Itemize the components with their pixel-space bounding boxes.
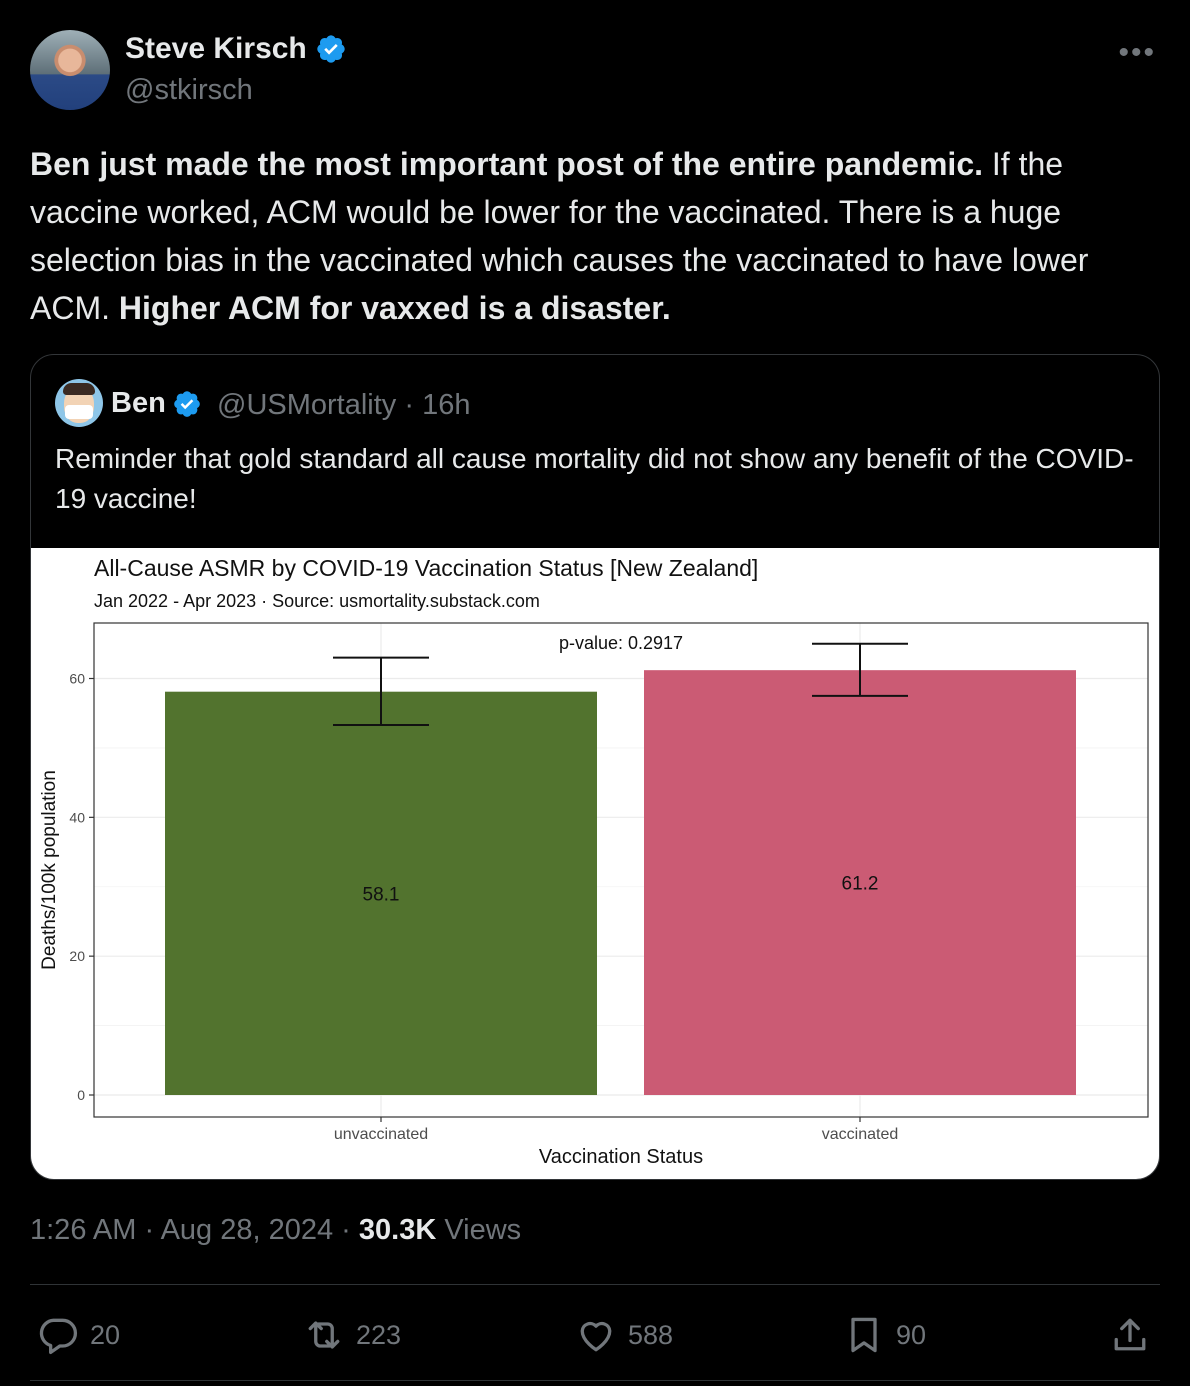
plot-panel	[93, 622, 1149, 1118]
tweet-bold-outro: Higher ACM for vaxxed is a disaster.	[118, 290, 671, 326]
tweet-bold-intro: Ben just made the most important post of…	[30, 146, 983, 182]
y-tick-label: 60	[69, 671, 85, 687]
reply-count: 20	[90, 1319, 121, 1350]
tweet-timestamp[interactable]: 1:26 AM · Aug 28, 2024 ·	[30, 1214, 359, 1246]
action-bar: 20 223 588 90	[30, 1305, 1160, 1365]
quoted-author-name-row[interactable]: Ben	[111, 387, 202, 420]
x-tick-label: unvaccinated	[334, 1126, 428, 1143]
tweet-meta: 1:26 AM · Aug 28, 2024 · 30.3K Views	[30, 1214, 521, 1247]
quoted-author-avatar[interactable]	[55, 379, 103, 427]
bookmark-count: 90	[896, 1319, 927, 1350]
heart-icon	[580, 1321, 612, 1352]
chart-subtitle: Jan 2022 - Apr 2023 · Source: usmortalit…	[94, 591, 540, 611]
tweet-text: Ben just made the most important post of…	[30, 140, 1160, 332]
verified-badge-icon	[173, 390, 200, 417]
chart-image[interactable]: All-Cause ASMR by COVID-19 Vaccination S…	[31, 548, 1159, 1179]
author-handle[interactable]: @stkirsch	[125, 74, 253, 106]
repost-icon	[308, 1321, 340, 1349]
bar-chart: All-Cause ASMR by COVID-19 Vaccination S…	[39, 555, 1149, 1168]
author-name[interactable]: Steve Kirsch	[125, 32, 307, 65]
like-count: 588	[628, 1319, 674, 1350]
quoted-handle-time[interactable]: @USMortality · 16h	[217, 389, 471, 421]
bar-unvaccinated	[165, 691, 597, 1095]
views-count: 30.3K	[358, 1214, 437, 1246]
share-button[interactable]	[1108, 1305, 1152, 1365]
more-options-icon[interactable]: •••	[1118, 36, 1156, 69]
y-axis-label: Deaths/100k population	[39, 770, 60, 970]
author-name-row[interactable]: Steve Kirsch	[125, 32, 347, 66]
bookmark-icon	[851, 1317, 877, 1353]
bookmark-button[interactable]: 90	[842, 1305, 926, 1365]
repost-button[interactable]: 223	[302, 1305, 401, 1365]
divider	[30, 1284, 1160, 1285]
y-tick-label: 40	[69, 809, 85, 825]
verified-badge-icon	[317, 35, 345, 63]
quoted-author-name[interactable]: Ben	[111, 387, 166, 419]
y-tick-label: 0	[77, 1087, 85, 1103]
tweet-body: If the vaccine worked, ACM would be lowe…	[30, 146, 1089, 326]
reply-button[interactable]: 20	[36, 1305, 120, 1365]
share-icon	[1114, 1318, 1146, 1351]
repost-count: 223	[356, 1319, 402, 1350]
reply-icon	[39, 1318, 78, 1355]
bar-vaccinated	[644, 670, 1076, 1095]
quoted-tweet[interactable]: Ben @USMortality · 16h Reminder that gol…	[30, 354, 1160, 1180]
quoted-tweet-text: Reminder that gold standard all cause mo…	[55, 443, 1134, 514]
author-avatar[interactable]	[30, 30, 110, 110]
like-button[interactable]: 588	[574, 1305, 673, 1365]
views-label: Views	[436, 1214, 522, 1246]
y-tick-label: 20	[69, 948, 85, 964]
x-tick-label: vaccinated	[822, 1126, 899, 1143]
chart-title: All-Cause ASMR by COVID-19 Vaccination S…	[94, 555, 758, 581]
value-label: 61.2	[842, 874, 879, 895]
value-label: 58.1	[363, 884, 400, 905]
divider	[30, 1380, 1160, 1381]
p-value-annotation: p-value: 0.2917	[559, 633, 683, 653]
x-axis-label: Vaccination Status	[539, 1146, 703, 1168]
